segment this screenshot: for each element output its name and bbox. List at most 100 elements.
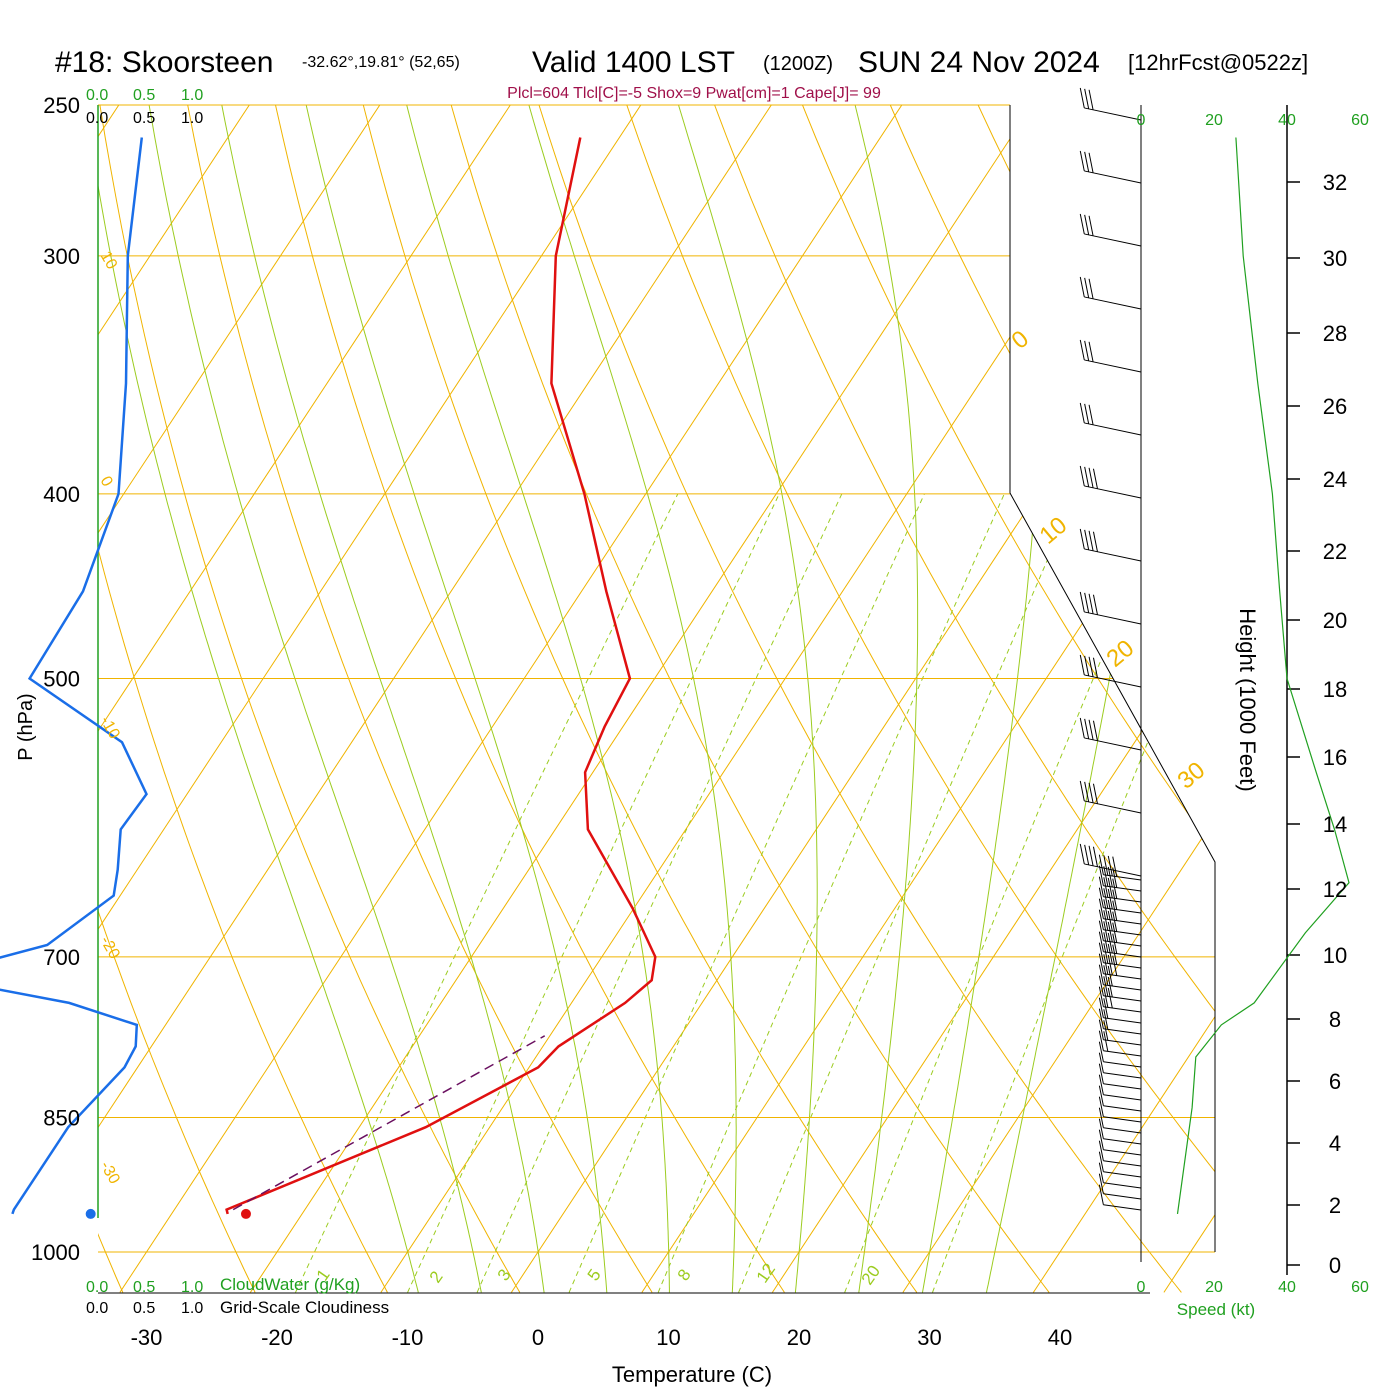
pressure-tick-label-3: 500 — [43, 667, 80, 692]
wind-barb-feather — [1084, 844, 1090, 865]
dry-adiabat — [1135, 105, 1215, 1293]
wind-barb-feather — [1103, 888, 1109, 909]
wind-barb — [1084, 674, 1142, 688]
data-layer — [0, 87, 1350, 1219]
wind-barb-feather — [1103, 866, 1109, 887]
wind-barb — [1084, 485, 1142, 499]
wind-barb-feather — [1098, 1140, 1104, 1161]
wind-barb-feather — [1112, 922, 1118, 943]
wind-barb — [1103, 1182, 1142, 1189]
height-tick-label-2: 28 — [1323, 321, 1347, 346]
wind-barb-feather — [1098, 898, 1104, 919]
mixing-ratio-line — [476, 493, 843, 1293]
bottom-cloudwater-tick-2: 1.0 — [181, 1279, 203, 1296]
wind-barb — [1103, 1105, 1142, 1112]
wind-barb-feather — [1084, 403, 1090, 424]
dry-adiabat — [98, 105, 388, 1293]
wind-barb — [1103, 1017, 1142, 1024]
wind-barb-feather — [1107, 976, 1113, 998]
height-tick-label-12: 8 — [1329, 1007, 1341, 1032]
mixing-ratio-line — [568, 493, 925, 1293]
isotherm-label-3: 30 — [1173, 757, 1211, 795]
wind-barb-feather — [1098, 1107, 1104, 1128]
height-tick-label-14: 4 — [1329, 1131, 1341, 1156]
speed-bottom-tick-2: 40 — [1278, 1279, 1296, 1296]
wind-barb-feather — [1103, 965, 1109, 986]
speed-bottom-tick-1: 20 — [1205, 1279, 1223, 1296]
height-tick-label-4: 24 — [1323, 467, 1347, 492]
wind-barb — [1103, 1083, 1142, 1090]
wind-barb-feather — [1098, 876, 1104, 897]
wind-barb — [1084, 863, 1142, 877]
dry-adiabat — [1223, 71, 1400, 1292]
height-tick-label-9: 14 — [1323, 812, 1347, 837]
wind-barb — [1084, 170, 1142, 184]
temperature-line — [225, 137, 657, 1215]
wind-barb-feather — [1098, 1019, 1104, 1040]
wind-barb-feather — [1088, 89, 1094, 110]
wind-barb — [1103, 995, 1142, 1002]
wind-barb — [1103, 1039, 1142, 1046]
wind-barb — [1103, 1193, 1142, 1200]
temperature-tick-label-2: -10 — [392, 1325, 424, 1350]
wind-barb-feather — [1103, 899, 1109, 920]
wind-barb-feather — [1079, 87, 1085, 109]
wind-barb-feather — [1112, 867, 1118, 888]
wind-barb-feather — [1107, 987, 1113, 1009]
wind-barb-feather — [1098, 997, 1104, 1018]
utc-time: (1200Z) — [763, 53, 833, 75]
moist-adiabat — [98, 105, 419, 1293]
height-tick-label-7: 18 — [1323, 677, 1347, 702]
wind-barb — [1103, 1160, 1142, 1167]
plot-frame — [1009, 105, 1216, 1252]
top-cloudwater-tick-2: 1.0 — [181, 87, 203, 104]
wind-barb-feather — [1098, 931, 1104, 952]
moist-adiabat — [846, 105, 919, 1293]
mixing-ratio-label-6: 20 — [858, 1262, 884, 1288]
wind-barb-feather — [1092, 657, 1098, 678]
wind-barb-feather — [1098, 1074, 1104, 1095]
wind-barb-feather — [1098, 964, 1104, 985]
wind-barb-feather — [1092, 720, 1098, 741]
wind-barb-feather — [1088, 152, 1094, 173]
wind-barb-feather — [1088, 593, 1094, 614]
wind-barb-feather — [1103, 932, 1109, 953]
dry-adiabat — [528, 105, 1182, 1293]
wind-barb-feather — [1103, 877, 1109, 898]
isotherm — [641, 105, 1215, 1293]
wind-barb-feather — [1092, 594, 1098, 615]
temperature-tick-label-4: 10 — [656, 1325, 680, 1350]
wind-barb-feather — [1107, 910, 1113, 932]
wind-barb-feather — [1098, 942, 1104, 963]
isotherm-label-0: 0 — [1007, 325, 1035, 354]
wind-speed-line — [1176, 137, 1350, 1214]
cloudiness-label: Grid-Scale Cloudiness — [220, 1298, 389, 1317]
wind-barbs — [1079, 87, 1142, 1211]
wind-barb-feather — [1112, 933, 1118, 954]
wind-barb — [1103, 1204, 1142, 1211]
pressure-tick-label-0: 250 — [43, 93, 80, 118]
dry-adiabat — [98, 105, 521, 1293]
wind-barb — [1084, 233, 1142, 247]
dry-adiabat — [98, 105, 256, 1293]
speed-top-tick-2: 40 — [1278, 112, 1296, 129]
wind-barb-feather — [1107, 899, 1113, 921]
wind-barb-feather — [1098, 1151, 1104, 1172]
moist-adiabat — [922, 105, 1045, 1293]
wind-barb-feather — [1103, 943, 1109, 964]
wind-barb-feather — [1112, 878, 1118, 899]
header: #18: Skoorsteen -32.62°,19.81° (52,65) V… — [55, 46, 1308, 102]
bottom-cloudwater-tick-0: 0.0 — [86, 1279, 108, 1296]
wind-barb-feather — [1103, 976, 1109, 997]
height-tick-label-11: 10 — [1323, 943, 1347, 968]
mixing-ratio-line — [657, 493, 1005, 1293]
wind-barb-feather — [1088, 467, 1094, 488]
wind-barb-feather — [1084, 214, 1090, 235]
wind-barb-feather — [1098, 1063, 1104, 1084]
wind-barb-feather — [1098, 1118, 1104, 1139]
mixing-ratio-label-4: 8 — [674, 1266, 695, 1285]
wind-barb-feather — [1098, 909, 1104, 930]
forecast-date: SUN 24 Nov 2024 — [858, 46, 1100, 79]
wind-barb-feather — [1107, 954, 1113, 976]
